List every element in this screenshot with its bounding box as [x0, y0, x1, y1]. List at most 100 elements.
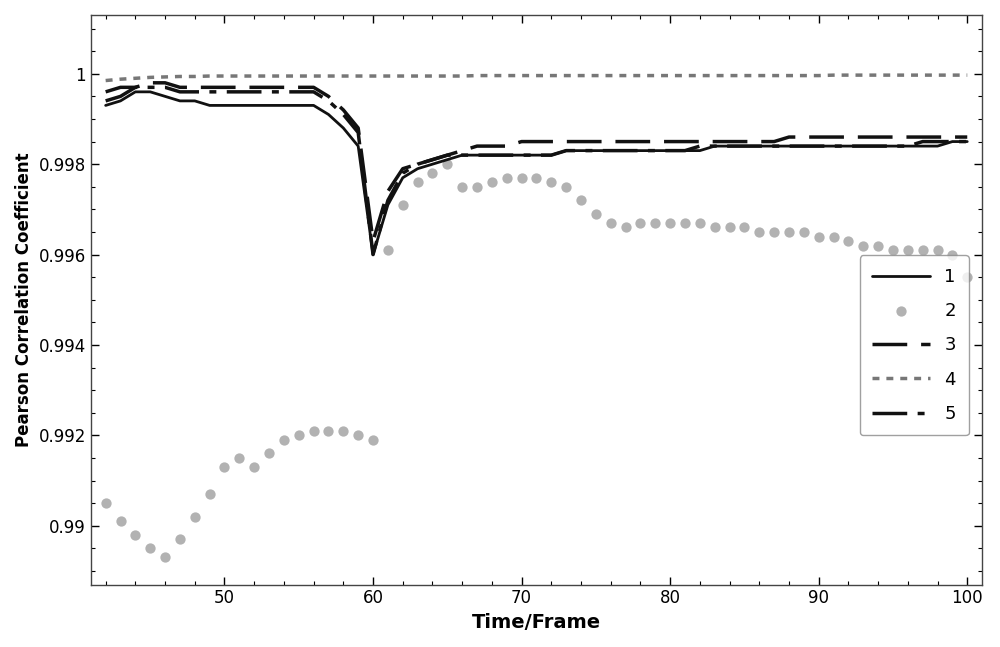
3 — [575, 138, 587, 146]
2 — [781, 227, 797, 237]
2 — [647, 218, 663, 228]
5 — [248, 88, 260, 96]
Y-axis label: Pearson Correlation Coefficient: Pearson Correlation Coefficient — [15, 153, 33, 447]
2 — [395, 200, 411, 210]
3 — [753, 138, 765, 146]
1 — [367, 250, 379, 258]
2 — [677, 218, 693, 228]
2 — [365, 435, 381, 445]
5 — [575, 147, 587, 155]
2 — [261, 448, 277, 459]
4 — [961, 71, 973, 79]
1 — [248, 102, 260, 109]
2 — [380, 245, 396, 256]
3 — [144, 79, 156, 87]
2 — [826, 232, 842, 242]
2 — [811, 232, 827, 242]
2 — [172, 534, 188, 545]
2 — [113, 516, 129, 527]
1 — [753, 142, 765, 150]
2 — [276, 435, 292, 445]
2 — [959, 272, 975, 282]
2 — [157, 553, 173, 563]
2 — [558, 182, 574, 192]
2 — [885, 245, 901, 256]
2 — [231, 453, 247, 463]
5 — [753, 142, 765, 150]
3 — [204, 83, 216, 91]
2 — [410, 177, 426, 188]
2 — [751, 227, 767, 237]
4 — [724, 72, 736, 80]
5 — [204, 88, 216, 96]
2 — [603, 218, 619, 228]
2 — [632, 218, 648, 228]
2 — [766, 227, 782, 237]
3 — [961, 133, 973, 141]
2 — [335, 426, 351, 436]
2 — [439, 159, 455, 170]
1 — [337, 124, 349, 132]
5 — [144, 83, 156, 91]
4 — [189, 72, 201, 80]
4 — [233, 72, 245, 80]
2 — [543, 177, 559, 188]
2 — [930, 245, 946, 256]
2 — [870, 241, 886, 251]
1 — [144, 88, 156, 96]
2 — [306, 426, 322, 436]
3 — [129, 83, 141, 91]
2 — [350, 430, 366, 441]
2 — [469, 182, 485, 192]
3 — [100, 88, 112, 96]
1 — [100, 102, 112, 109]
4 — [828, 71, 840, 79]
2 — [662, 218, 678, 228]
2 — [216, 462, 232, 472]
3 — [367, 237, 379, 245]
4 — [545, 72, 557, 80]
5 — [100, 97, 112, 105]
2 — [796, 227, 812, 237]
5 — [129, 83, 141, 91]
2 — [484, 177, 500, 188]
2 — [692, 218, 708, 228]
2 — [944, 249, 960, 259]
2 — [98, 498, 114, 509]
4 — [100, 76, 112, 84]
2 — [736, 223, 752, 233]
2 — [424, 168, 440, 179]
2 — [454, 182, 470, 192]
1 — [129, 88, 141, 96]
2 — [840, 236, 856, 247]
2 — [855, 241, 871, 251]
1 — [575, 147, 587, 155]
Line: 4: 4 — [106, 75, 967, 80]
2 — [722, 223, 738, 233]
2 — [246, 462, 262, 472]
5 — [367, 250, 379, 258]
2 — [499, 173, 515, 183]
2 — [291, 430, 307, 441]
2 — [528, 173, 544, 183]
3 — [248, 83, 260, 91]
5 — [961, 138, 973, 146]
2 — [514, 173, 530, 183]
2 — [707, 223, 723, 233]
X-axis label: Time/Frame: Time/Frame — [472, 613, 601, 632]
2 — [142, 543, 158, 554]
2 — [202, 489, 218, 499]
1 — [204, 102, 216, 109]
2 — [588, 209, 604, 219]
Legend: 1, 2, 3, 4, 5: 1, 2, 3, 4, 5 — [860, 255, 969, 435]
2 — [618, 223, 634, 233]
Line: 5: 5 — [106, 87, 967, 254]
2 — [573, 195, 589, 206]
Line: 3: 3 — [106, 83, 967, 241]
1 — [961, 138, 973, 146]
5 — [337, 111, 349, 118]
2 — [900, 245, 916, 256]
2 — [915, 245, 931, 256]
2 — [187, 512, 203, 522]
Line: 1: 1 — [106, 92, 967, 254]
